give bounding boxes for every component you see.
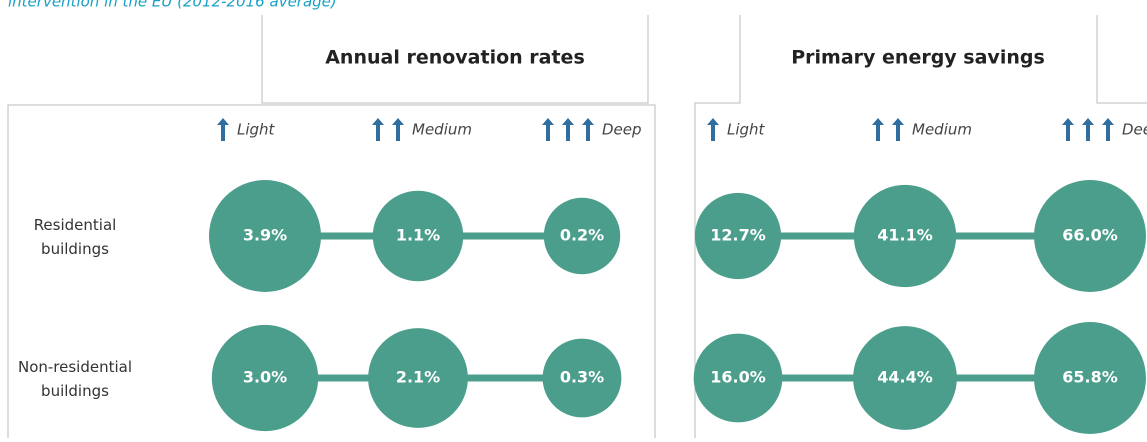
column-label: Deep — [1122, 121, 1147, 139]
arrow-icon — [872, 118, 884, 141]
row-label-line: Non-residential — [18, 358, 132, 376]
column-label: Light — [727, 121, 766, 139]
arrow-icon — [392, 118, 404, 141]
row-label: Non-residential buildings — [18, 358, 132, 400]
arrow-icon — [562, 118, 574, 141]
row-label-line: buildings — [41, 382, 109, 400]
value-label: 0.3% — [560, 368, 604, 387]
subtitle: intervention in the EU (2012-2016 averag… — [8, 0, 337, 11]
row-label-line: Residential — [34, 216, 117, 234]
arrow-icon — [217, 118, 229, 141]
arrow-icon — [1102, 118, 1114, 141]
value-label: 0.2% — [560, 226, 604, 245]
row-label: Residential buildings — [34, 216, 117, 258]
dot — [1034, 180, 1146, 292]
dot — [694, 192, 782, 280]
column-label: Deep — [602, 121, 642, 139]
dot — [211, 324, 319, 432]
value-label: 16.0% — [710, 368, 766, 387]
dot — [853, 326, 957, 430]
arrow-icon — [707, 118, 719, 141]
arrow-icon — [1062, 118, 1074, 141]
dot — [368, 328, 468, 428]
panel-frame — [7, 15, 656, 438]
arrow-icon — [892, 118, 904, 141]
value-label: 44.4% — [877, 368, 933, 387]
dot — [693, 333, 783, 423]
dot — [1034, 322, 1146, 434]
panel-frame — [694, 15, 1147, 438]
value-label: 66.0% — [1062, 226, 1118, 245]
value-label: 41.1% — [877, 226, 933, 245]
column-label: Medium — [412, 121, 472, 139]
value-label: 12.7% — [710, 226, 766, 245]
column-label: Medium — [912, 121, 972, 139]
value-label: 1.1% — [396, 226, 440, 245]
value-label: 2.1% — [396, 368, 440, 387]
dot — [543, 197, 621, 275]
value-label: 3.9% — [243, 226, 287, 245]
dot — [542, 338, 622, 418]
arrow-icon — [372, 118, 384, 141]
row-label-line: buildings — [41, 240, 109, 258]
column-label: Light — [237, 121, 276, 139]
arrow-icon — [542, 118, 554, 141]
dot — [372, 190, 464, 282]
value-label: 65.8% — [1062, 368, 1118, 387]
value-label: 3.0% — [243, 368, 287, 387]
dot — [853, 184, 957, 288]
dot — [209, 180, 321, 292]
panel-title: Annual renovation rates — [325, 47, 585, 69]
panel-title: Primary energy savings — [791, 47, 1045, 69]
arrow-icon — [582, 118, 594, 141]
arrow-icon — [1082, 118, 1094, 141]
